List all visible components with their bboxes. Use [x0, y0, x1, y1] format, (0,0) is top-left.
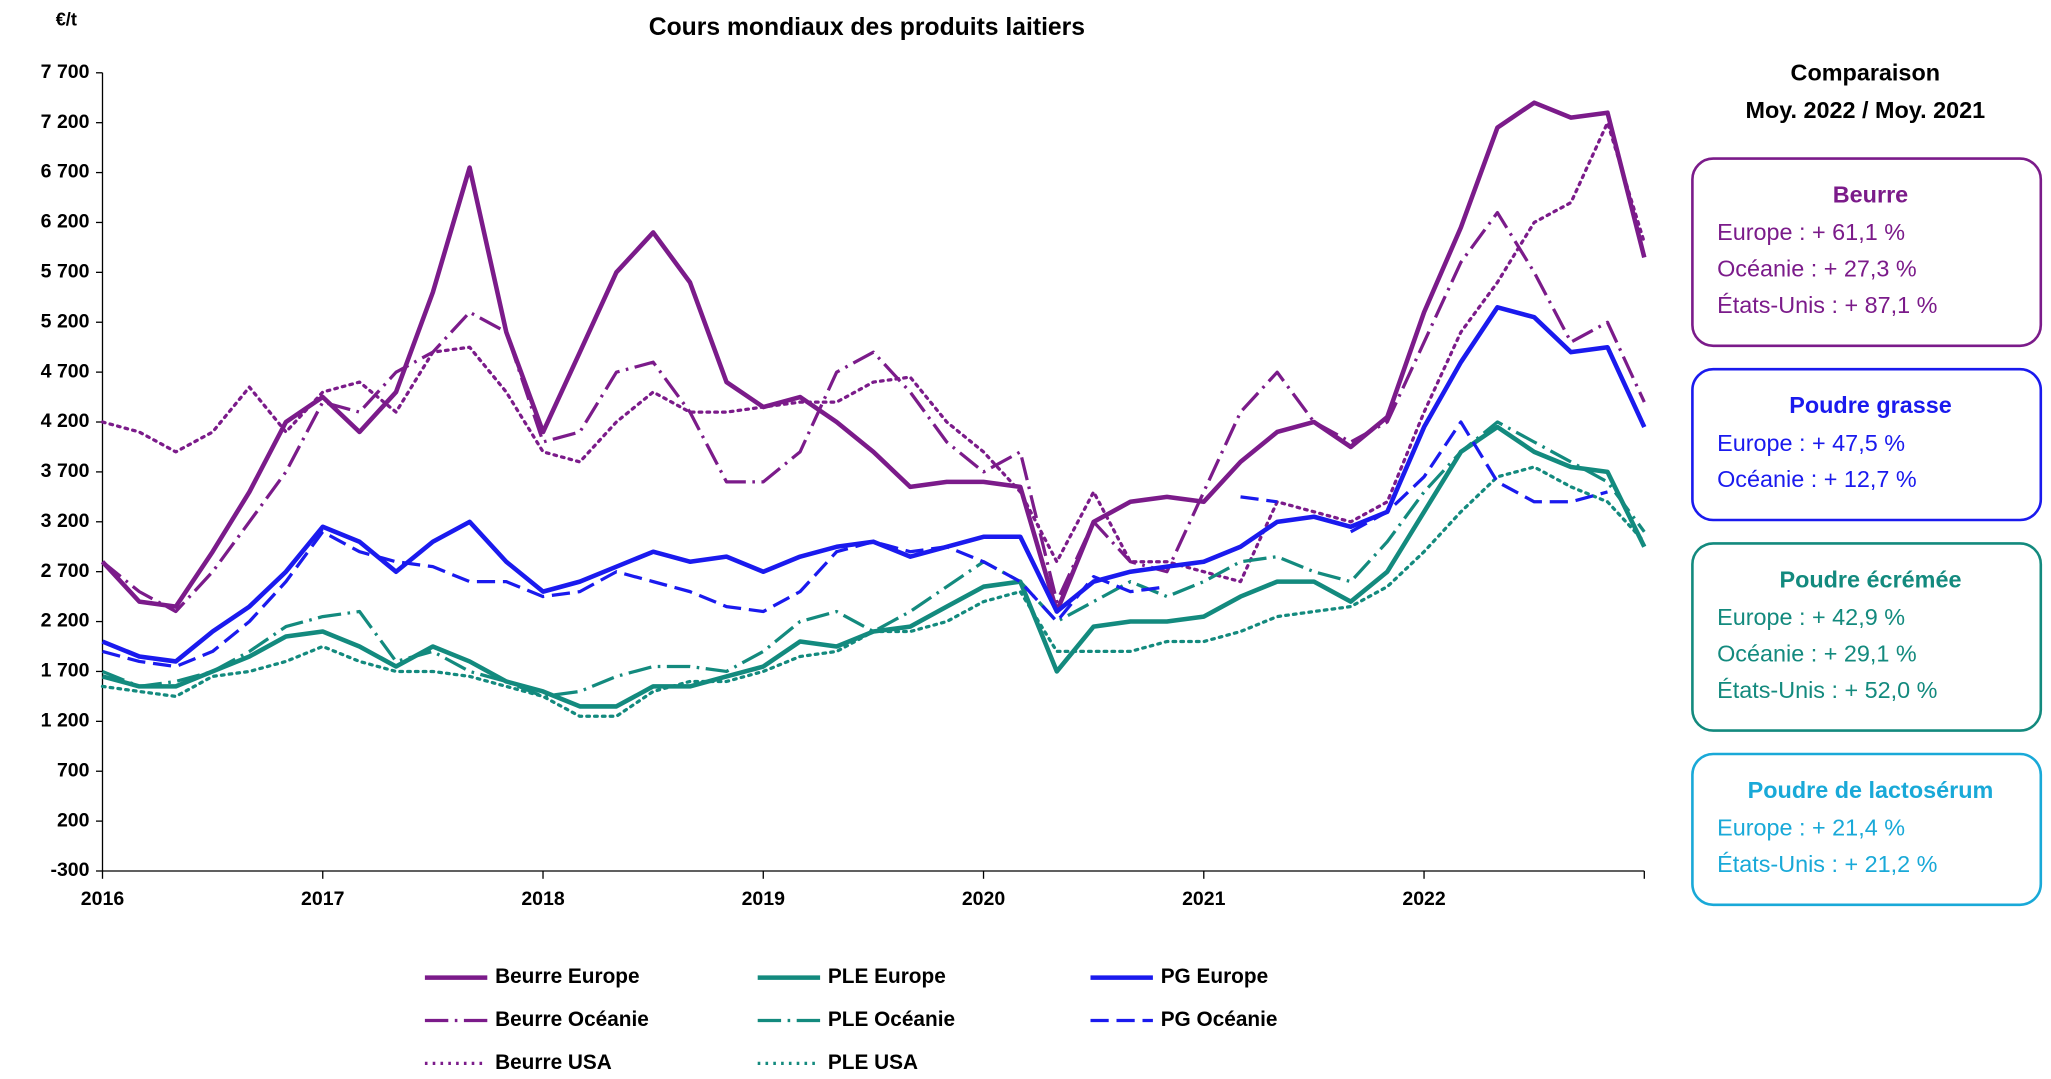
panel: Comparaison Moy. 2022 / Moy. 2021 Beurre…: [1691, 59, 2043, 907]
y-tick-label: 5 700: [41, 261, 90, 283]
box-title: Beurre: [1833, 181, 1908, 207]
box-line: États-Unis : + 52,0 %: [1717, 677, 1937, 703]
y-tick-label: 4 200: [41, 410, 90, 432]
y-tick-label: 1 700: [41, 660, 90, 682]
legend-label: PG Europe: [1161, 965, 1268, 988]
y-tick-label: 3 700: [41, 460, 90, 482]
series-line: [100, 100, 1647, 614]
box-line: Océanie : + 12,7 %: [1717, 466, 1917, 492]
series-line: [101, 210, 1646, 614]
box-line: Océanie : + 29,1 %: [1717, 640, 1917, 666]
chart-title: Cours mondiaux des produits laitiers: [649, 14, 1085, 41]
box-line: Océanie : + 27,3 %: [1717, 256, 1917, 282]
comparison-box: [1691, 367, 2043, 522]
y-tick-label: 3 200: [41, 510, 90, 532]
y-tick-label: 7 700: [41, 61, 90, 83]
y-tick-label: 700: [57, 759, 90, 781]
x-tick-label: 2022: [1402, 888, 1446, 910]
legend-label: PLE USA: [828, 1051, 918, 1074]
legend-label: Beurre Europe: [495, 965, 639, 988]
box-line: États-Unis : + 21,2 %: [1717, 851, 1937, 877]
y-tick-label: 6 700: [41, 161, 90, 183]
series-line: [101, 420, 1646, 699]
legend-label: PLE Europe: [828, 965, 946, 988]
comparison-box: [1691, 157, 2043, 348]
y-tick-label: 2 700: [41, 560, 90, 582]
comparison-box: [1691, 542, 2043, 732]
box-line: Europe : + 47,5 %: [1717, 430, 1905, 456]
series-line: [100, 465, 1646, 718]
y-tick-label: -300: [50, 859, 89, 881]
chart-area: Cours mondiaux des produits laitiers €/t…: [41, 10, 1647, 1074]
series-line: [100, 121, 1646, 584]
legend-label: Beurre Océanie: [495, 1008, 649, 1031]
comparison-box: [1691, 752, 2043, 907]
box-line: Europe : + 42,9 %: [1717, 604, 1905, 630]
box-line: Europe : + 61,1 %: [1717, 219, 1905, 245]
box-title: Poudre de lactosérum: [1748, 777, 1994, 803]
x-tick-label: 2018: [521, 888, 565, 910]
x-tick-label: 2020: [962, 888, 1006, 910]
legend-label: PLE Océanie: [828, 1008, 955, 1031]
legend-label: PG Océanie: [1161, 1008, 1278, 1031]
y-tick-label: 2 200: [41, 610, 90, 632]
y-tick-label: 5 200: [41, 310, 90, 332]
x-tick-label: 2021: [1182, 888, 1226, 910]
box-line: Europe : + 21,4 %: [1717, 815, 1905, 841]
box-line: États-Unis : + 87,1 %: [1717, 292, 1937, 318]
y-unit: €/t: [56, 10, 77, 30]
box-title: Poudre grasse: [1789, 392, 1952, 418]
series-line: [101, 305, 1647, 664]
box-title: Poudre écrémée: [1779, 566, 1961, 592]
y-tick-label: 1 200: [41, 709, 90, 731]
x-tick-label: 2016: [81, 888, 125, 910]
panel-subtitle: Moy. 2022 / Moy. 2021: [1745, 97, 1985, 123]
y-tick-label: 200: [57, 809, 90, 831]
y-tick-label: 4 700: [41, 360, 90, 382]
panel-title: Comparaison: [1791, 59, 1940, 85]
y-tick-label: 7 200: [41, 111, 90, 133]
series-line: [101, 424, 1647, 709]
x-tick-label: 2017: [301, 888, 344, 910]
legend-label: Beurre USA: [495, 1051, 612, 1074]
y-tick-label: 6 200: [41, 211, 90, 233]
series-line: [102, 420, 1608, 669]
x-tick-label: 2019: [742, 888, 786, 910]
